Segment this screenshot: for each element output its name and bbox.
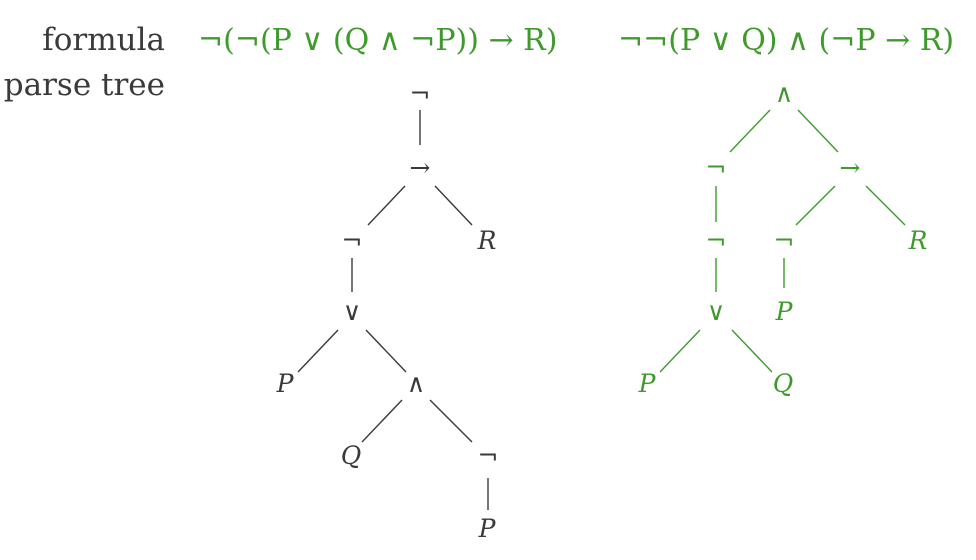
left-edge-and-neg [429,399,473,443]
left-formula: ¬(¬(P ∨ (Q ∧ ¬P)) → R) [198,23,557,58]
left-edge-or-p [297,329,339,373]
left-node-or: ∨ [343,297,361,326]
right-tree-nodes: ∧ ¬ → ¬ ¬ R ∨ P P Q [638,79,928,398]
right-node-neg3: ¬ [774,226,795,255]
right-edge-and-impl [797,109,839,153]
right-edge-impl-neg [795,185,836,226]
right-formula: ¬¬(P ∨ Q) ∧ (¬P → R) [618,23,954,58]
right-edge-impl-r [865,185,906,226]
parse-tree-label: parse tree [4,67,165,103]
right-node-implies: → [840,153,861,182]
right-edge-or-q [731,329,773,373]
left-node-root-neg: ¬ [410,79,431,108]
left-node-implies: → [410,153,431,182]
right-node-q: Q [773,369,794,398]
left-node-p: P [276,369,295,398]
right-edge-and-neg [729,109,771,153]
left-node-q: Q [341,441,362,470]
left-edge-impl-r [434,185,473,226]
right-node-neg2: ¬ [706,226,727,255]
left-edge-impl-neg [367,185,406,226]
left-node-p2: P [478,514,497,543]
right-tree-edges [659,109,906,373]
left-node-neg: ¬ [342,226,363,255]
left-node-and: ∧ [407,369,425,398]
left-edge-or-and [365,329,407,373]
right-node-p3: P [775,297,794,326]
right-node-p: P [638,369,657,398]
right-node-and: ∧ [775,79,793,108]
formula-label: formula [42,22,165,58]
left-node-neg2: ¬ [478,441,499,470]
right-node-r: R [908,226,928,255]
left-edge-and-q [361,399,403,443]
right-node-or: ∨ [707,297,725,326]
left-node-r: R [477,226,497,255]
left-tree-edges [297,110,489,510]
right-edge-or-p [659,329,701,373]
left-tree-nodes: ¬ → ¬ R ∨ P ∧ Q ¬ P [276,79,499,543]
right-node-neg1: ¬ [706,153,727,182]
